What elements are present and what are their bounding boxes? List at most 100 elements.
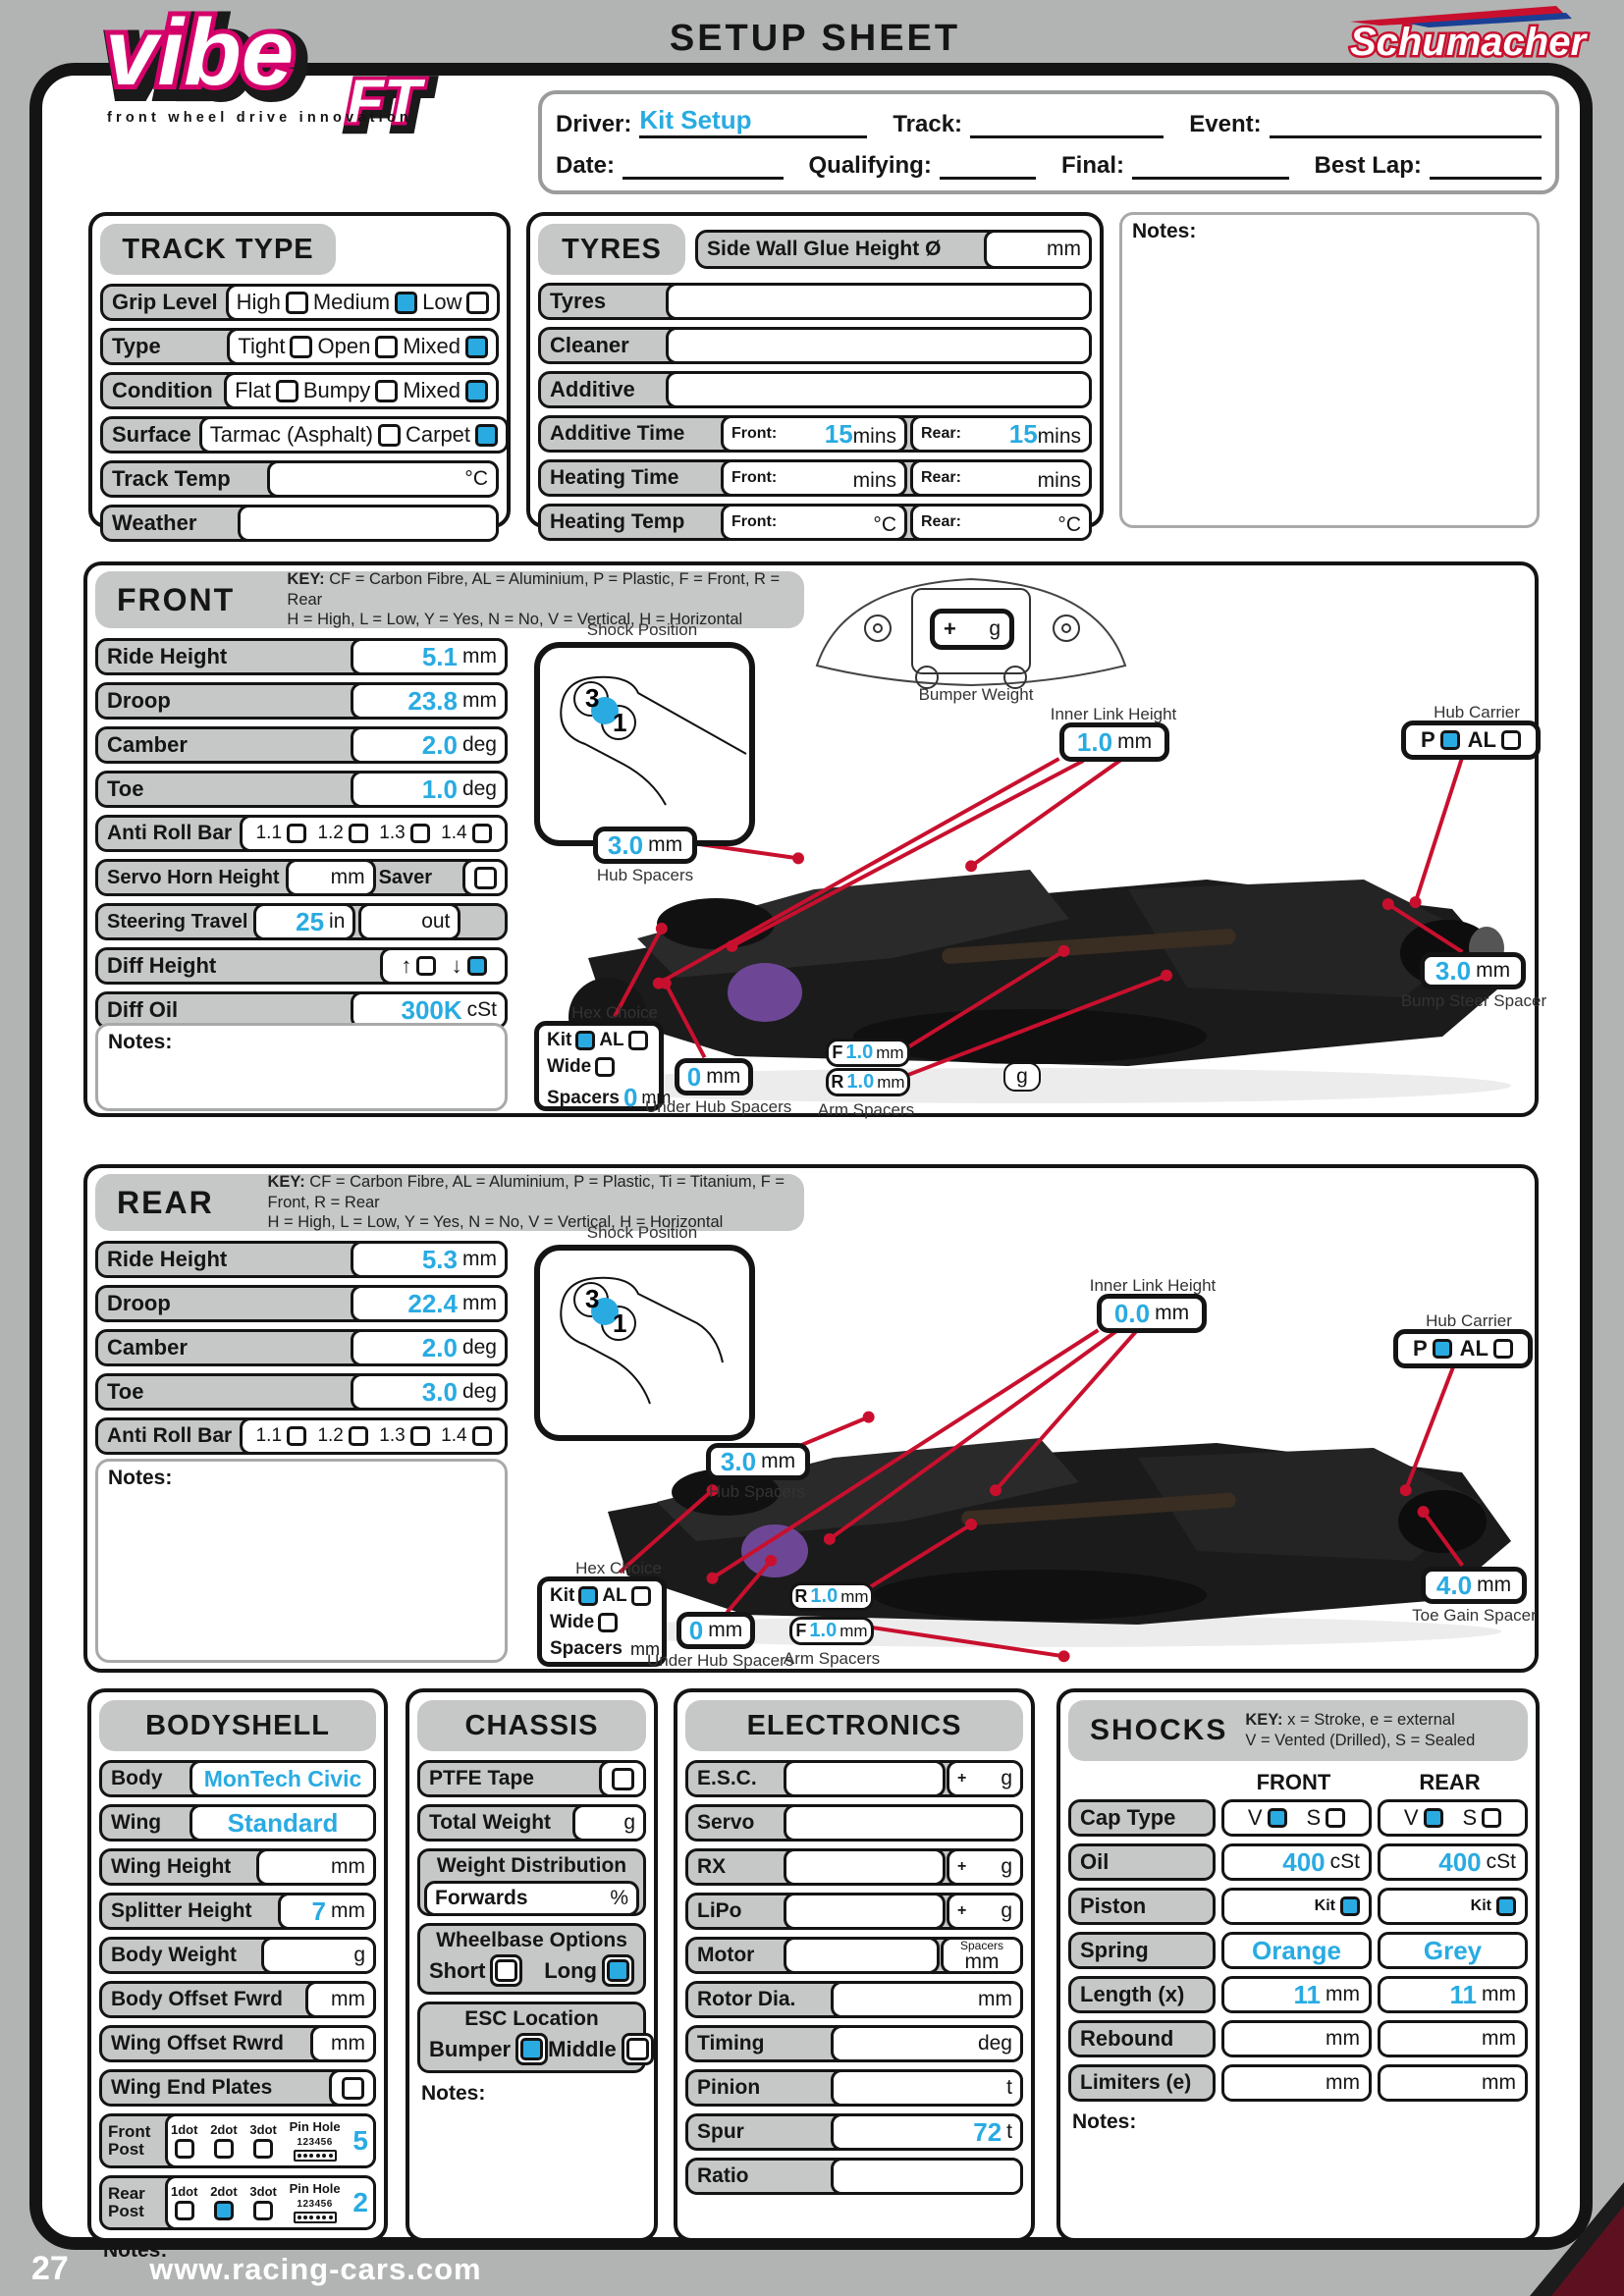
front-steering-in-field[interactable]: 25 in xyxy=(253,903,356,940)
esc-field[interactable] xyxy=(784,1760,946,1797)
checkbox-rear-hex-wide[interactable] xyxy=(598,1613,619,1632)
chassis-notes-label[interactable]: Notes: xyxy=(421,2082,486,2105)
heating-time-rear[interactable]: Rear: mins xyxy=(910,459,1092,497)
checkbox-esc-bumper[interactable] xyxy=(520,2038,544,2060)
timing-field[interactable]: deg xyxy=(831,2025,1023,2062)
spring-rear-field[interactable]: Grey xyxy=(1378,1932,1528,1969)
checkbox-front-hex-kit[interactable] xyxy=(575,1031,596,1050)
checkbox-ptfe[interactable] xyxy=(611,1767,634,1790)
checkbox-front-post-1dot[interactable] xyxy=(174,2139,194,2160)
wing-field[interactable]: Standard xyxy=(189,1804,376,1842)
checkbox-rear-arb-1-3[interactable] xyxy=(409,1426,430,1446)
checkbox-end-plates[interactable] xyxy=(341,2076,364,2100)
checkbox-grip-medium[interactable] xyxy=(395,291,418,314)
rear-ride-height-field[interactable]: 5.3 mm xyxy=(351,1241,508,1278)
shocks-notes-label[interactable]: Notes: xyxy=(1072,2110,1137,2133)
bodyshell-notes-label[interactable]: Notes: xyxy=(103,2239,168,2262)
checkbox-diff-down[interactable] xyxy=(466,956,487,976)
front-arm-spacer-f[interactable]: F 1.0 mm xyxy=(826,1039,910,1067)
front-droop-field[interactable]: 23.8 mm xyxy=(351,682,508,720)
checkbox-cap-rear-s[interactable] xyxy=(1482,1808,1502,1828)
checkbox-condition-flat[interactable] xyxy=(275,379,298,402)
checkbox-diff-up[interactable] xyxy=(416,956,437,976)
checkbox-rear-hub-al[interactable] xyxy=(1493,1339,1513,1359)
motor-field[interactable] xyxy=(784,1937,940,1974)
checkbox-condition-mixed[interactable] xyxy=(465,379,488,402)
checkbox-esc-middle[interactable] xyxy=(625,2038,649,2060)
front-ride-height-field[interactable]: 5.1 mm xyxy=(351,638,508,675)
front-hub-spacers-field[interactable]: 3.0 mm xyxy=(593,827,697,864)
splitter-field[interactable]: 7 mm xyxy=(278,1893,376,1930)
checkbox-rear-arb-1-2[interactable] xyxy=(348,1426,368,1446)
tyres-field[interactable] xyxy=(666,283,1092,320)
checkbox-cap-front-s[interactable] xyxy=(1326,1808,1346,1828)
rotor-field[interactable]: mm xyxy=(831,1981,1023,2018)
front-weight-g-box[interactable]: g xyxy=(1003,1062,1041,1092)
rear-toe-gain-field[interactable]: 4.0 mm xyxy=(1421,1567,1527,1604)
rear-droop-field[interactable]: 22.4 mm xyxy=(351,1285,508,1322)
checkbox-rear-hex-kit[interactable] xyxy=(578,1586,599,1606)
wing-offset-field[interactable]: mm xyxy=(310,2025,376,2062)
front-bump-steer-field[interactable]: 3.0 mm xyxy=(1420,952,1526,989)
checkbox-front-arb-1-2[interactable] xyxy=(348,824,368,843)
servo-field[interactable] xyxy=(784,1804,1023,1842)
length-front-field[interactable]: 11 mm xyxy=(1221,1976,1372,2013)
best-lap-field[interactable] xyxy=(1429,147,1542,181)
checkbox-rear-arb-1-4[interactable] xyxy=(471,1426,492,1446)
checkbox-cap-front-v[interactable] xyxy=(1267,1808,1287,1828)
additive-time-rear[interactable]: Rear: 15mins xyxy=(910,415,1092,453)
limiters-rear-field[interactable]: mm xyxy=(1378,2064,1528,2102)
front-under-hub-field[interactable]: 0 mm xyxy=(675,1058,753,1095)
checkbox-front-post-3dot[interactable] xyxy=(253,2139,274,2160)
motor-spacers-field[interactable]: Spacers mm xyxy=(941,1937,1023,1974)
rear-inner-link-field[interactable]: 0.0 mm xyxy=(1097,1294,1207,1333)
checkbox-type-mixed[interactable] xyxy=(465,335,488,358)
checkbox-rear-post-1dot[interactable] xyxy=(174,2201,194,2221)
checkbox-rear-post-2dot[interactable] xyxy=(213,2201,234,2221)
checkbox-wheelbase-short[interactable] xyxy=(495,1959,518,1982)
rear-arm-spacer-f[interactable]: F 1.0 mm xyxy=(789,1617,874,1645)
checkbox-piston-rear-kit[interactable] xyxy=(1496,1896,1516,1916)
checkbox-wheelbase-long[interactable] xyxy=(607,1959,629,1982)
rx-weight-field[interactable]: + g xyxy=(947,1848,1023,1886)
checkbox-front-arb-1-3[interactable] xyxy=(409,824,430,843)
front-post-value[interactable]: 5 xyxy=(352,2125,368,2156)
front-bumper-weight-field[interactable]: + g xyxy=(930,609,1014,650)
rear-toe-field[interactable]: 3.0 deg xyxy=(351,1373,508,1411)
oil-rear-field[interactable]: 400 cSt xyxy=(1378,1843,1528,1881)
rear-hub-spacers-field[interactable]: 3.0 mm xyxy=(706,1443,810,1480)
checkbox-front-arb-1-4[interactable] xyxy=(471,824,492,843)
rear-camber-field[interactable]: 2.0 deg xyxy=(351,1329,508,1366)
ratio-field[interactable] xyxy=(831,2158,1023,2195)
rx-field[interactable] xyxy=(784,1848,946,1886)
cleaner-field[interactable] xyxy=(666,327,1092,364)
esc-weight-field[interactable]: + g xyxy=(947,1760,1023,1797)
weight-dist-field[interactable]: Forwards % xyxy=(424,1881,639,1916)
front-arm-spacer-r[interactable]: R 1.0 mm xyxy=(826,1068,910,1096)
checkbox-grip-high[interactable] xyxy=(285,291,308,314)
front-servo-field[interactable]: mm xyxy=(285,859,376,896)
weather-field[interactable] xyxy=(238,505,499,542)
heating-temp-rear[interactable]: Rear: °C xyxy=(910,504,1092,541)
checkbox-cap-rear-v[interactable] xyxy=(1423,1808,1443,1828)
oil-front-field[interactable]: 400 cSt xyxy=(1221,1843,1372,1881)
pinion-field[interactable]: t xyxy=(831,2069,1023,2107)
rear-notes-box[interactable]: Notes: xyxy=(95,1459,508,1663)
checkbox-rear-post-3dot[interactable] xyxy=(253,2201,274,2221)
body-weight-field[interactable]: g xyxy=(261,1937,376,1974)
checkbox-front-arb-1-1[interactable] xyxy=(287,824,307,843)
checkbox-front-post-2dot[interactable] xyxy=(213,2139,234,2160)
rear-post-value[interactable]: 2 xyxy=(352,2187,368,2217)
checkbox-front-hex-wide[interactable] xyxy=(595,1057,616,1077)
additive-field[interactable] xyxy=(666,371,1092,408)
checkbox-type-open[interactable] xyxy=(375,335,399,358)
body-offset-field[interactable]: mm xyxy=(305,1981,376,2018)
qualifying-field[interactable] xyxy=(939,147,1036,181)
checkbox-front-saver[interactable] xyxy=(473,866,497,889)
checkbox-type-tight[interactable] xyxy=(290,335,313,358)
top-notes-box[interactable]: Notes: xyxy=(1119,212,1540,528)
total-weight-field[interactable]: g xyxy=(572,1804,646,1842)
rebound-front-field[interactable]: mm xyxy=(1221,2020,1372,2057)
checkbox-rear-hub-p[interactable] xyxy=(1432,1339,1452,1359)
front-inner-link-field[interactable]: 1.0 mm xyxy=(1059,722,1169,762)
